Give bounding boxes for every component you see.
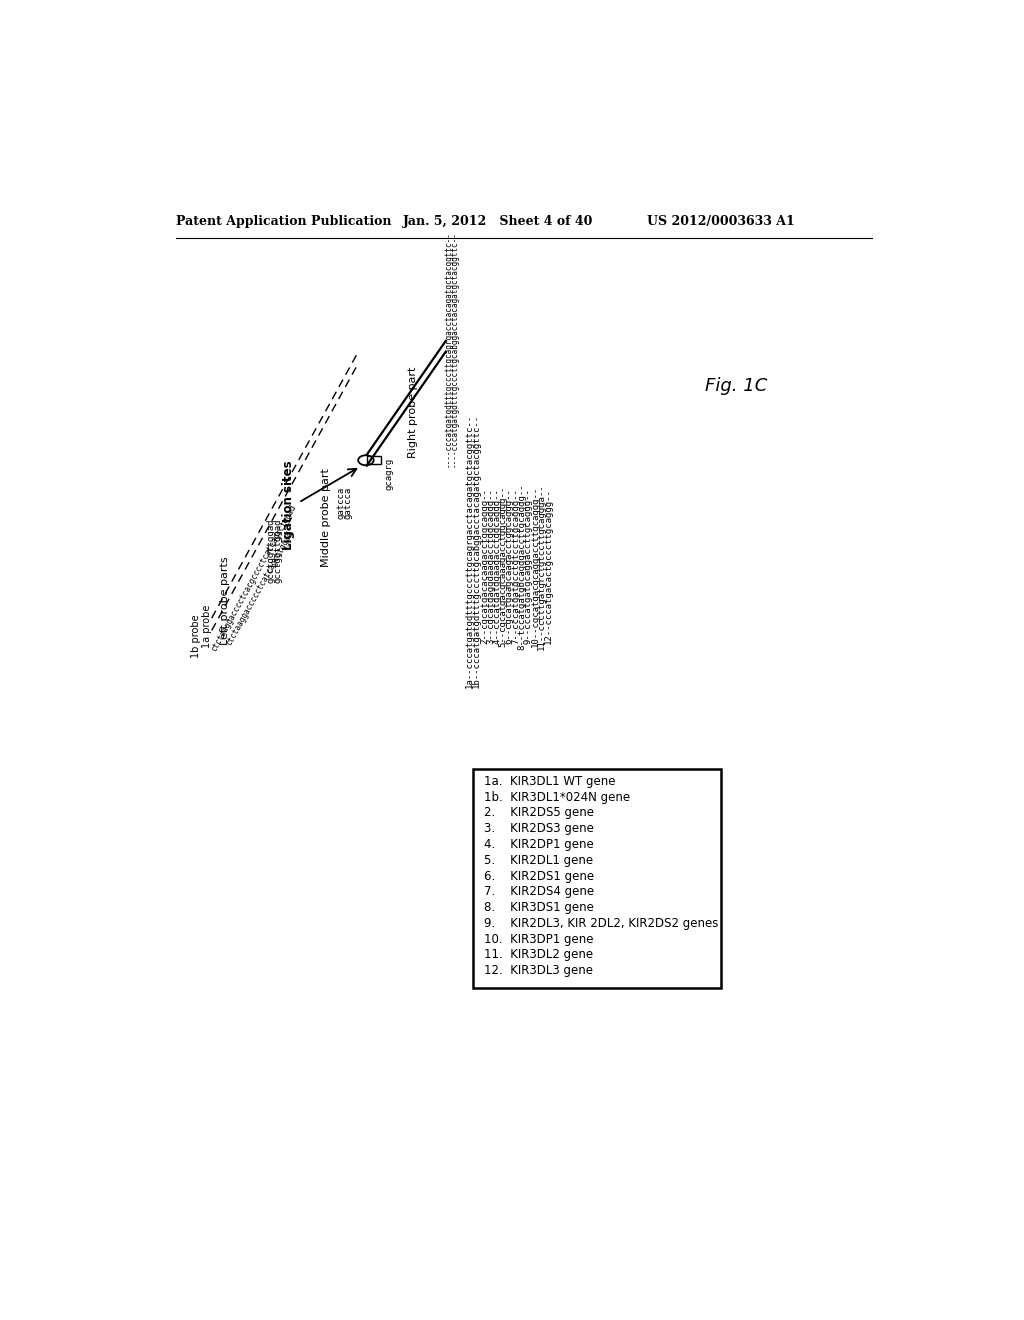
Text: ctctaaggaccccctcatcagcctggad: ctctaaggaccccctcatcagcctggad: [224, 529, 295, 647]
Text: 10.  KIR3DP1 gene: 10. KIR3DP1 gene: [483, 933, 593, 945]
Text: 1b--cccatgatgdtttgcccttgcabggacctacagatgctacggttc--: 1b--cccatgatgdtttgcccttgcabggacctacagatg…: [472, 414, 481, 688]
Text: 1a--cccatgatgdtttgcccttgcagrgacctacagatgctacggttc--: 1a--cccatgatgdtttgcccttgcagrgacctacagatg…: [465, 414, 474, 688]
Text: 1a.  KIR3DL1 WT gene: 1a. KIR3DL1 WT gene: [483, 775, 615, 788]
Text: 8--tccatgatgbcagggaccttgcaggg--: 8--tccatgatgbcagggaccttgcaggg--: [517, 483, 526, 649]
Text: 12--cccatgacactgcccttgcaggg--: 12--cccatgacactgcccttgcaggg--: [544, 488, 553, 644]
Text: ctctaaggacccctcacgcccctcatcagcctggad: ctctaaggacccctcacgcccctcatcagcctggad: [209, 503, 298, 653]
Text: 3.    KIR2DS3 gene: 3. KIR2DS3 gene: [483, 822, 594, 836]
Text: 1a probe: 1a probe: [202, 605, 212, 648]
Bar: [473, 770, 721, 989]
Text: 1b probe: 1b probe: [191, 614, 201, 657]
Text: US 2012/0003633 A1: US 2012/0003633 A1: [647, 215, 795, 228]
Text: gatcca: gatcca: [344, 487, 352, 519]
Text: 1b.  KIR3DL1*024N gene: 1b. KIR3DL1*024N gene: [483, 791, 630, 804]
Text: gcagrg: gcagrg: [385, 458, 393, 490]
Text: 2--cgcatgacacaagacctggcaggg--: 2--cgcatgacacaagacctggcaggg--: [480, 488, 489, 644]
Text: Patent Application Publication: Patent Application Publication: [176, 215, 391, 228]
Text: 4.    KIR2DP1 gene: 4. KIR2DP1 gene: [483, 838, 594, 851]
Text: 5--cgcatgacgcaaagacctggcaggg--: 5--cgcatgacgcaaagacctggcaggg--: [499, 486, 508, 647]
Text: 5.    KIR2DL1 gene: 5. KIR2DL1 gene: [483, 854, 593, 867]
Text: 9.    KIR2DL3, KIR 2DL2, KIR2DS2 genes: 9. KIR2DL3, KIR 2DL2, KIR2DS2 genes: [483, 917, 718, 929]
Text: 10--cgcatgacgcaggaccttgcaggg--: 10--cgcatgacgcaggaccttgcaggg--: [531, 486, 540, 647]
Text: 12.  KIR3DL3 gene: 12. KIR3DL3 gene: [483, 964, 593, 977]
Text: 7.    KIR2DS4 gene: 7. KIR2DS4 gene: [483, 886, 594, 899]
Text: 6.    KIR2DS1 gene: 6. KIR2DS1 gene: [483, 870, 594, 883]
Text: Ligation sites: Ligation sites: [282, 461, 295, 549]
Text: 8.    KIR3DS1 gene: 8. KIR3DS1 gene: [483, 902, 594, 915]
Text: Middle probe part: Middle probe part: [321, 469, 331, 568]
Text: 11.  KIR3DL2 gene: 11. KIR3DL2 gene: [483, 949, 593, 961]
Text: ----cccatgatgdtttgcccttgcagrgacctacagatgctacggttc--: ----cccatgatgdtttgcccttgcagrgacctacagatg…: [443, 231, 453, 467]
Text: Left probe parts: Left probe parts: [220, 557, 229, 645]
Text: ----cccatgatgdtttgcccttgcabggacctacagatgctacggttc--: ----cccatgatgdtttgcccttgcabggacctacagatg…: [450, 231, 459, 467]
Text: gatcca: gatcca: [337, 487, 346, 519]
Text: 11--cccttgatgrctgtccttgcaggga--: 11--cccttgatgrctgtccttgcaggga--: [538, 483, 547, 649]
Text: gcctggttggad: gcctggttggad: [267, 519, 275, 583]
Text: 7--cccatgatgcctgtccttgcaggg--: 7--cccatgatgcctgtccttgcaggg--: [511, 488, 520, 644]
Text: 4--cccatgatggaagacctggcaggg--: 4--cccatgatggaagacctggcaggg--: [493, 488, 502, 644]
Text: 9--cccatgatgcaggaccttgcaggg--: 9--cccatgatgcaggaccttgcaggg--: [523, 488, 532, 644]
Text: 3--cgcatgaggdaagacctggcaggg--: 3--cgcatgaggdaagacctggcaggg--: [486, 488, 496, 644]
Text: 2.    KIR2DS5 gene: 2. KIR2DS5 gene: [483, 807, 594, 820]
Text: 6--cgcatgaagcaagacctggcaggg--: 6--cgcatgaagcaagacctggcaggg--: [505, 488, 514, 644]
Bar: [367, 457, 381, 465]
Text: Right probe part: Right probe part: [409, 367, 418, 458]
Text: gcctggttggad: gcctggttggad: [273, 519, 283, 583]
Text: Jan. 5, 2012   Sheet 4 of 40: Jan. 5, 2012 Sheet 4 of 40: [403, 215, 594, 228]
Text: Fig. 1C: Fig. 1C: [706, 376, 768, 395]
